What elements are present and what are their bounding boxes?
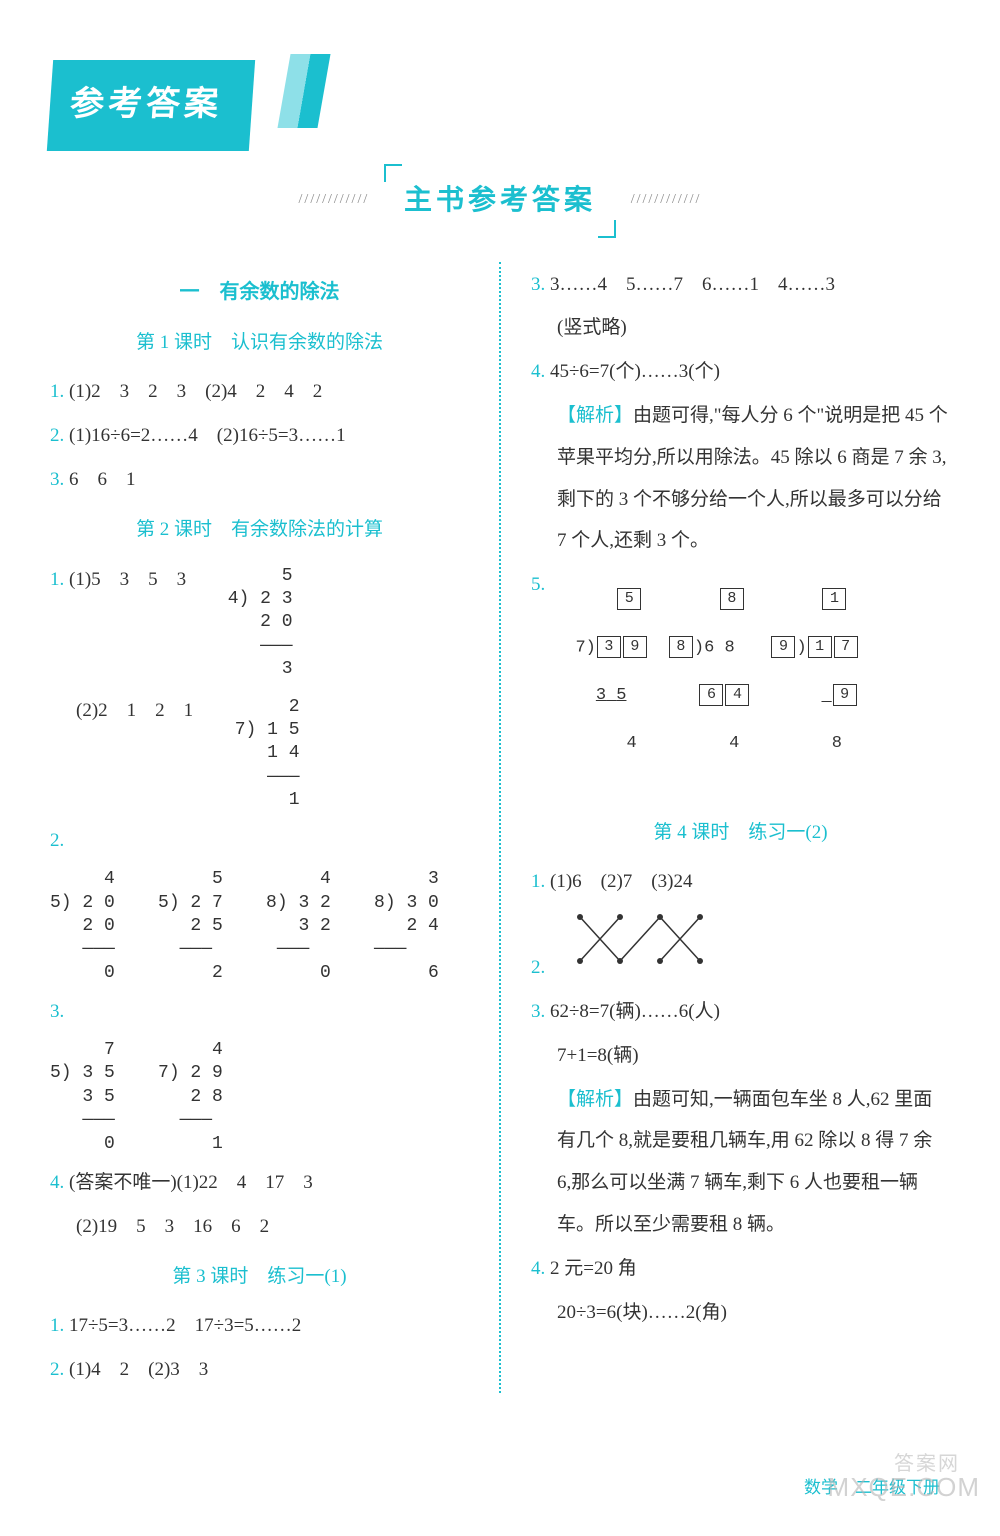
r-q3b: (竖式略) bbox=[557, 307, 950, 349]
lesson3-title: 第 3 课时 练习一(1) bbox=[50, 1256, 469, 1298]
l2-q1a-prefix: 1. (1)5 3 5 3 bbox=[50, 559, 186, 601]
s4-q4a-text: 2 元=20 角 bbox=[550, 1258, 637, 1279]
num-3r: 3. bbox=[531, 274, 545, 295]
l2-q3: 3. 7 4 5) 3 5 7) 2 9 3 5 2 8 ——— ——— 0 1 bbox=[50, 991, 469, 1156]
banner-tab-decoration bbox=[277, 54, 330, 128]
page: 参考答案 //////////// 主书参考答案 //////////// 一 … bbox=[0, 0, 1000, 1536]
r-q3: 3. 3……4 5……7 6……1 4……3 bbox=[531, 264, 950, 306]
num-4: 4. bbox=[50, 1172, 64, 1193]
s4-q2: 2. bbox=[531, 905, 950, 989]
num-1: 1. bbox=[50, 381, 64, 402]
s4-q3-analysis: 【解析】由题可知,一辆面包车坐 8 人,62 里面有几个 8,就是要租几辆车,用… bbox=[557, 1079, 950, 1246]
l3-q1: 1. 17÷5=3……2 17÷3=5……2 bbox=[50, 1305, 469, 1347]
l1-q1: 1. (1)2 3 2 3 (2)4 2 4 2 bbox=[50, 371, 469, 413]
s4-q1-text: (1)6 (2)7 (3)24 bbox=[550, 871, 692, 892]
s4-q4b: 20÷3=6(块)……2(角) bbox=[557, 1292, 950, 1334]
num-4r: 4. bbox=[531, 361, 545, 382]
analysis-tag2: 【解析】 bbox=[557, 1089, 633, 1110]
left-column: 一 有余数的除法 第 1 课时 认识有余数的除法 1. (1)2 3 2 3 (… bbox=[50, 262, 469, 1393]
num-5r: 5. bbox=[531, 564, 545, 606]
watermark-url: MXQE.COM bbox=[828, 1459, 980, 1516]
l3-q1-text: 17÷5=3……2 17÷3=5……2 bbox=[69, 1315, 301, 1336]
corner-tl bbox=[384, 164, 402, 182]
q5-div-c: 1 9)17 9 8 bbox=[770, 564, 858, 803]
r-q4-analysis-text: 由题可得,"每人分 6 个"说明是把 45 个苹果平均分,所以用除法。45 除以… bbox=[557, 405, 948, 551]
lesson2-title: 第 2 课时 有余数除法的计算 bbox=[50, 509, 469, 551]
l2-q2: 2. 4 5 4 3 5) 2 0 5) 2 7 8) 3 2 8) 3 0 2… bbox=[50, 820, 469, 985]
lesson1-title: 第 1 课时 认识有余数的除法 bbox=[50, 322, 469, 364]
content-columns: 一 有余数的除法 第 1 课时 认识有余数的除法 1. (1)2 3 2 3 (… bbox=[50, 262, 950, 1393]
banner-text: 参考答案 bbox=[47, 60, 255, 151]
l1-q1-text: (1)2 3 2 3 (2)4 2 4 2 bbox=[69, 381, 322, 402]
right-column: 3. 3……4 5……7 6……1 4……3 (竖式略) 4. 45÷6=7(个… bbox=[531, 262, 950, 1393]
r-q3-text: 3……4 5……7 6……1 4……3 bbox=[550, 274, 835, 295]
l3-q2-text: (1)4 2 (2)3 3 bbox=[69, 1359, 208, 1380]
q5-div-a: 5 7)39 3 5 4 bbox=[565, 564, 648, 803]
l1-q2: 2. (1)16÷6=2……4 (2)16÷5=3……1 bbox=[50, 415, 469, 457]
num-1c: 1. bbox=[50, 1315, 64, 1336]
l2-q1a: 1. (1)5 3 5 3 5 4) 2 3 2 0 ——— 3 bbox=[50, 559, 469, 688]
corner-br bbox=[598, 220, 616, 238]
num-1b: 1. bbox=[50, 569, 64, 590]
l1-q3: 3. 6 6 1 bbox=[50, 459, 469, 501]
s4-q4a: 4. 2 元=20 角 bbox=[531, 1248, 950, 1290]
q5-div-b: 8 8)6 8 64 4 bbox=[668, 564, 751, 803]
num-2b: 2. bbox=[50, 830, 64, 851]
num-2: 2. bbox=[50, 425, 64, 446]
l2-q1b-division: 2 7) 1 5 1 4 ——— 1 bbox=[213, 696, 299, 813]
l2-q4a: 4. (答案不唯一)(1)22 4 17 3 bbox=[50, 1162, 469, 1204]
l2-q1b: (2)2 1 2 1 2 7) 1 5 1 4 ——— 1 bbox=[50, 690, 469, 819]
l2-q2-division: 4 5 4 3 5) 2 0 5) 2 7 8) 3 2 8) 3 0 2 0 … bbox=[50, 868, 469, 985]
num-4d: 4. bbox=[531, 1258, 545, 1279]
s4-q3-analysis-text: 由题可知,一辆面包车坐 8 人,62 里面有几个 8,就是要租几辆车,用 62 … bbox=[557, 1089, 932, 1235]
l1-q3-text: 6 6 1 bbox=[69, 469, 136, 490]
l2-q4a-text: (答案不唯一)(1)22 4 17 3 bbox=[69, 1172, 313, 1193]
num-3: 3. bbox=[50, 469, 64, 490]
lesson4-title: 第 4 课时 练习一(2) bbox=[531, 812, 950, 854]
r-q4: 4. 45÷6=7(个)……3(个) bbox=[531, 351, 950, 393]
subtitle: 主书参考答案 bbox=[374, 170, 626, 232]
num-3d: 3. bbox=[531, 1001, 545, 1022]
r-q4-text: 45÷6=7(个)……3(个) bbox=[550, 361, 720, 382]
num-3b: 3. bbox=[50, 1001, 64, 1022]
num-1d: 1. bbox=[531, 871, 545, 892]
l2-q1a-division: 5 4) 2 3 2 0 ——— 3 bbox=[206, 565, 292, 682]
subtitle-row: //////////// 主书参考答案 //////////// bbox=[50, 170, 950, 232]
matching-diagram bbox=[570, 909, 730, 969]
subtitle-text: 主书参考答案 bbox=[404, 185, 596, 216]
num-2d: 2. bbox=[531, 957, 545, 978]
chapter-title: 一 有余数的除法 bbox=[50, 270, 469, 314]
l2-q4b: (2)19 5 3 16 6 2 bbox=[76, 1206, 469, 1248]
l1-q2-text: (1)16÷6=2……4 (2)16÷5=3……1 bbox=[69, 425, 346, 446]
r-q4-analysis: 【解析】由题可得,"每人分 6 个"说明是把 45 个苹果平均分,所以用除法。4… bbox=[557, 395, 950, 562]
column-divider bbox=[499, 262, 501, 1393]
r-q5: 5. 5 7)39 3 5 4 8 8)6 8 64 4 1 9)17 9 8 bbox=[531, 564, 950, 803]
l2-q1b-prefix: (2)2 1 2 1 bbox=[76, 690, 193, 732]
s4-q1: 1. (1)6 (2)7 (3)24 bbox=[531, 861, 950, 903]
l3-q2: 2. (1)4 2 (2)3 3 bbox=[50, 1349, 469, 1391]
s4-q3a: 3. 62÷8=7(辆)……6(人) bbox=[531, 991, 950, 1033]
s4-q3b: 7+1=8(辆) bbox=[557, 1035, 950, 1077]
num-2c: 2. bbox=[50, 1359, 64, 1380]
hash-left: //////////// bbox=[299, 185, 370, 216]
title-banner: 参考答案 bbox=[50, 60, 310, 130]
hash-right: //////////// bbox=[631, 185, 702, 216]
s4-q3a-text: 62÷8=7(辆)……6(人) bbox=[550, 1001, 720, 1022]
l2-q3-division: 7 4 5) 3 5 7) 2 9 3 5 2 8 ——— ——— 0 1 bbox=[50, 1039, 469, 1156]
analysis-tag: 【解析】 bbox=[557, 405, 633, 426]
